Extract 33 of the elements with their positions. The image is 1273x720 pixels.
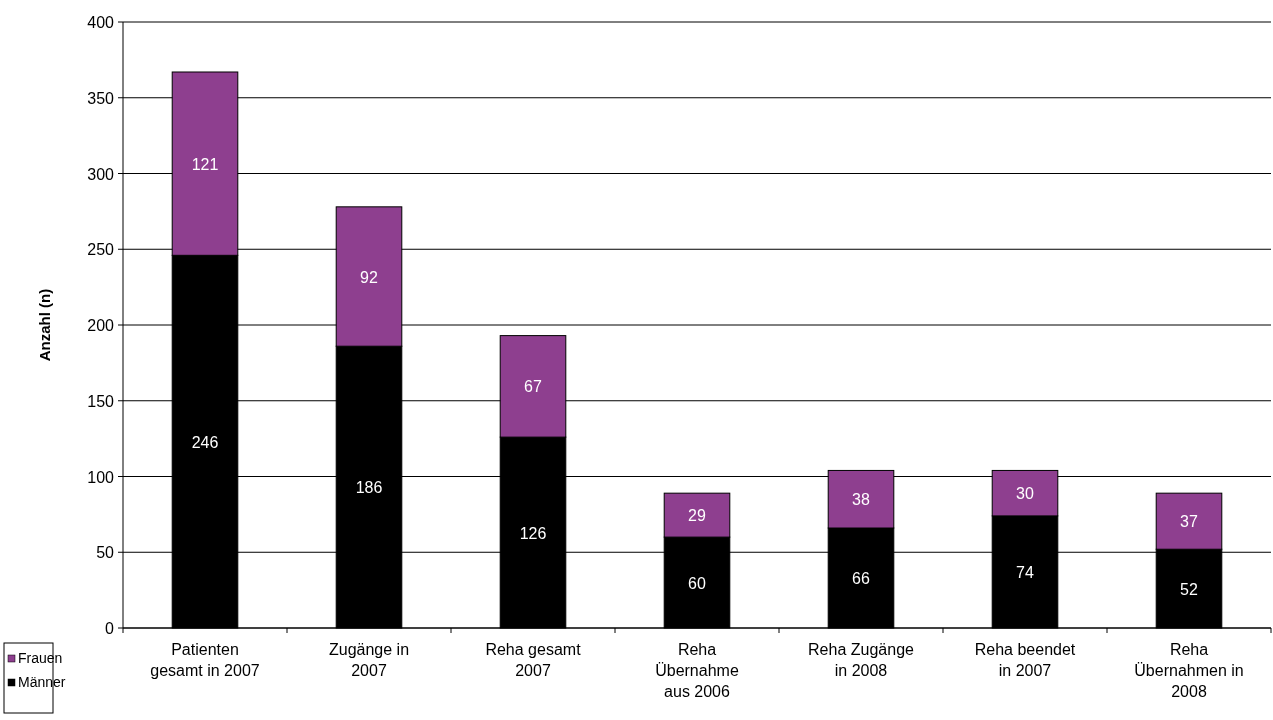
x-tick-label: Reha beendet in 2007 (974, 641, 1076, 679)
data-label: 29 (688, 507, 706, 525)
y-tick-label: 400 (87, 14, 115, 31)
x-tick-label: Patienten gesamt in 2007 (150, 641, 260, 679)
y-axis-title: Anzahl (n) (36, 288, 53, 362)
legend-label: Männer (18, 674, 66, 690)
legend-label: Frauen (18, 650, 63, 666)
data-label: 38 (852, 491, 870, 509)
data-label: 30 (1016, 485, 1034, 503)
y-tick-label: 100 (87, 468, 115, 486)
data-label: 92 (360, 268, 378, 286)
x-tick-label: Reha Übernahme aus 2006 (655, 641, 739, 700)
y-tick-label: 250 (87, 241, 115, 259)
y-tick-label: 150 (87, 392, 115, 410)
data-label: 60 (688, 574, 706, 592)
x-tick-label: Zugänge in 2007 (328, 641, 410, 679)
x-tick-label: Reha Zugänge in 2008 (808, 641, 915, 679)
y-tick-label: 0 (105, 620, 115, 637)
data-label: 67 (524, 378, 542, 396)
y-tick-label: 50 (96, 544, 115, 562)
x-tick-label: Reha gesamt 2007 (485, 641, 582, 679)
y-tick-label: 350 (87, 89, 115, 107)
data-label: 66 (852, 570, 870, 588)
x-tick-label: Reha Übernahmen in 2008 (1134, 641, 1244, 700)
data-label: 37 (1180, 513, 1198, 531)
data-label: 74 (1016, 563, 1034, 581)
data-label: 121 (191, 155, 219, 173)
y-tick-label: 300 (87, 165, 115, 183)
data-label: 52 (1180, 580, 1198, 598)
y-tick-label: 200 (87, 317, 115, 334)
data-label: 246 (191, 433, 219, 451)
data-label: 126 (519, 524, 547, 542)
data-label: 186 (355, 479, 383, 497)
